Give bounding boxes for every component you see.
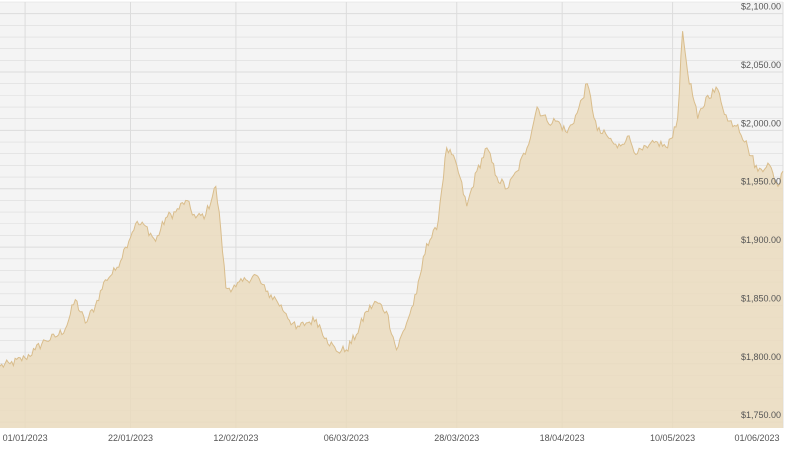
x-tick-label: 06/03/2023 — [324, 433, 369, 443]
y-axis-labels: $1,750.00 $1,800.00 $1,850.00 $1,900.00 $1,9… — [741, 2, 781, 420]
y-tick-label: $1,950.00 — [741, 177, 781, 187]
y-tick-label: $2,000.00 — [741, 118, 781, 128]
x-tick-label: 18/04/2023 — [540, 433, 585, 443]
x-tick-label: 12/02/2023 — [213, 433, 258, 443]
x-tick-label: 22/01/2023 — [108, 433, 153, 443]
x-tick-label: 01/06/2023 — [734, 433, 779, 443]
x-axis-labels: 01/01/2023 22/01/2023 12/02/2023 06/03/2023… — [3, 433, 780, 443]
y-tick-label: $1,750.00 — [741, 410, 781, 420]
y-tick-label: $2,050.00 — [741, 60, 781, 70]
y-tick-label: $1,850.00 — [741, 293, 781, 303]
y-tick-label: $1,800.00 — [741, 352, 781, 362]
x-tick-label: 28/03/2023 — [434, 433, 479, 443]
price-line — [0, 31, 784, 369]
y-tick-label: $2,100.00 — [741, 2, 781, 12]
price-area — [0, 31, 783, 428]
x-tick-label: 10/05/2023 — [650, 433, 695, 443]
x-tick-label: 01/01/2023 — [3, 433, 48, 443]
y-tick-label: $1,900.00 — [741, 235, 781, 245]
